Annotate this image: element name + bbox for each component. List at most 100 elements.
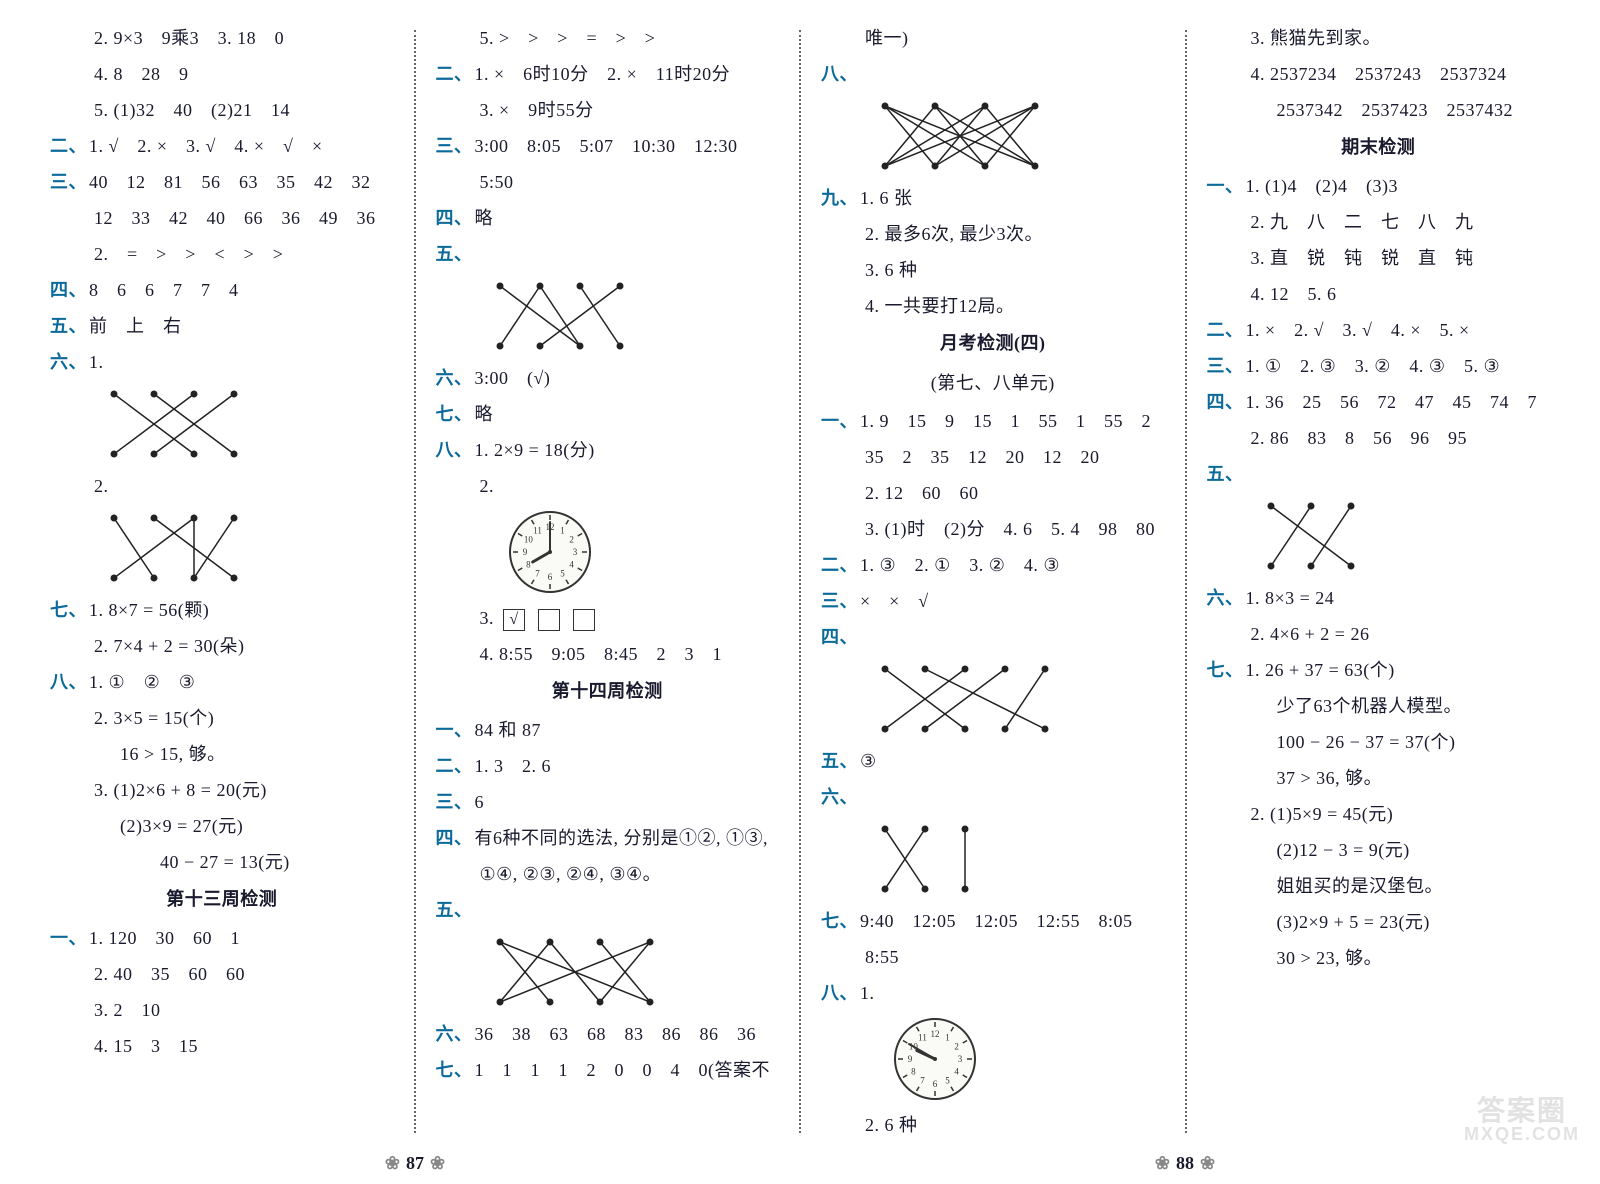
matching-diagram — [865, 659, 1065, 739]
text-line: 5. > > > = > > — [436, 20, 780, 56]
section-number: 三、 — [50, 172, 87, 192]
section-number: 九、 — [821, 188, 858, 208]
text-line: 4. 一共要打12局。 — [821, 288, 1165, 324]
page-number-value: 88 — [1176, 1153, 1194, 1174]
text-line: 九、1. 6 张 — [821, 180, 1165, 216]
text-line: 3. (1)时 (2)分 4. 6 5. 4 98 80 — [821, 511, 1165, 547]
text-line: 8:55 — [821, 939, 1165, 975]
text-line: 2. (1)5×9 = 45(元) — [1207, 796, 1551, 832]
matching-diagram — [865, 819, 985, 899]
text: 1 1 1 1 2 0 0 4 0(答案不 — [475, 1060, 771, 1080]
text: 1. ① 2. ③ 3. ② 4. ③ 5. ③ — [1246, 356, 1501, 376]
text-line: 三、1. ① 2. ③ 3. ② 4. ③ 5. ③ — [1207, 348, 1551, 384]
text-line: 少了63个机器人模型。 — [1207, 688, 1551, 724]
text-line: 八、1. 2×9 = 18(分) — [436, 432, 780, 468]
text-line: 2. 3×5 = 15(个) — [50, 700, 394, 736]
text: 1. 8×3 = 24 — [1246, 588, 1335, 608]
section-number: 八、 — [821, 983, 858, 1003]
matching-diagram — [480, 932, 670, 1012]
section-number: 四、 — [436, 208, 473, 228]
section-subtitle: (第七、八单元) — [821, 364, 1165, 404]
section-number: 五、 — [1207, 464, 1244, 484]
text-line: 七、略 — [436, 396, 780, 432]
text-line: 2. 九 八 二 七 八 九 — [1207, 204, 1551, 240]
section-number: 四、 — [1207, 392, 1244, 412]
section-number: 三、 — [1207, 356, 1244, 376]
text-line: 3. 直 锐 钝 锐 直 钝 — [1207, 240, 1551, 276]
section-number: 六、 — [1207, 588, 1244, 608]
text-line: 八、1. — [821, 975, 1165, 1011]
section-number: 四、 — [50, 280, 87, 300]
text-line: 4. 12 5. 6 — [1207, 276, 1551, 312]
section-number: 四、 — [821, 627, 858, 647]
text-line: 5. (1)32 40 (2)21 14 — [50, 92, 394, 128]
svg-text:7: 7 — [535, 569, 540, 579]
text-line: 一、1. 9 15 9 15 1 55 1 55 2 — [821, 403, 1165, 439]
text-line: 3. 熊猫先到家。 — [1207, 20, 1551, 56]
text: 84 和 87 — [475, 720, 542, 740]
text: × × √ — [860, 591, 929, 611]
svg-text:11: 11 — [918, 1033, 927, 1043]
text-line: 2. — [436, 468, 780, 504]
svg-text:1: 1 — [560, 525, 565, 535]
text-line: (2)3×9 = 27(元) — [50, 808, 394, 844]
text: 1. × 6时10分 2. × 11时20分 — [475, 64, 731, 84]
text: 3:00 (√) — [475, 368, 551, 388]
text-line: 4. 2537234 2537243 2537324 — [1207, 56, 1551, 92]
section-number: 三、 — [436, 136, 473, 156]
text-line: 七、9:40 12:05 12:05 12:55 8:05 — [821, 903, 1165, 939]
text-line: 2. 12 60 60 — [821, 475, 1165, 511]
text-line: 三、6 — [436, 784, 780, 820]
text: 40 12 81 56 63 35 42 32 — [89, 172, 371, 192]
text: 1. — [89, 352, 104, 372]
column-2: 5. > > > = > > 二、1. × 6时10分 2. × 11时20分 … — [416, 20, 800, 1143]
section-number: 二、 — [821, 555, 858, 575]
text-line: 五、 — [436, 892, 780, 928]
section-number: 三、 — [436, 792, 473, 812]
text-line: 四、1. 36 25 56 72 47 45 74 7 — [1207, 384, 1551, 420]
checkbox-empty-icon — [573, 609, 595, 631]
section-number: 七、 — [436, 404, 473, 424]
page-footer: ❀ 87 ❀ ❀ 88 ❀ — [0, 1153, 1600, 1184]
svg-text:4: 4 — [569, 560, 574, 570]
svg-text:9: 9 — [522, 547, 527, 557]
column-3: 唯一) 八、 九、1. 6 张 2. 最多6次, 最少3次。 3. 6 种 4.… — [801, 20, 1185, 1143]
text: 6 — [475, 792, 485, 812]
section-number: 四、 — [436, 828, 473, 848]
section-number: 一、 — [436, 720, 473, 740]
watermark: 答案圈 MXQE.COM — [1464, 1097, 1580, 1143]
clock-face-icon: 121234567891011 — [506, 508, 594, 596]
text-line: 2. 最多6次, 最少3次。 — [821, 216, 1165, 252]
section-title: 期末检测 — [1207, 128, 1551, 168]
checkbox-checked-icon: √ — [503, 609, 525, 631]
text-line: 六、1. — [50, 344, 394, 380]
text: 1. √ 2. × 3. √ 4. × √ × — [89, 136, 323, 156]
text-line: 12 33 42 40 66 36 49 36 — [50, 200, 394, 236]
text-line: 五、前 上 右 — [50, 308, 394, 344]
page-number-value: 87 — [406, 1153, 424, 1174]
text: 略 — [475, 208, 494, 228]
text-line: 40 − 27 = 13(元) — [50, 844, 394, 880]
svg-text:12: 12 — [931, 1029, 940, 1039]
section-number: 二、 — [50, 136, 87, 156]
text-line: (3)2×9 + 5 = 23(元) — [1207, 904, 1551, 940]
svg-text:6: 6 — [933, 1079, 938, 1089]
section-number: 二、 — [1207, 320, 1244, 340]
text: 36 38 63 68 83 86 86 36 — [475, 1024, 757, 1044]
deco-icon: ❀ — [430, 1153, 445, 1174]
text-line: 37 > 36, 够。 — [1207, 760, 1551, 796]
svg-text:11: 11 — [533, 525, 542, 535]
section-number: 六、 — [821, 787, 858, 807]
svg-text:6: 6 — [547, 572, 552, 582]
column-1: 2. 9×3 9乘3 3. 18 0 4. 8 28 9 5. (1)32 40… — [30, 20, 414, 1143]
section-number: 一、 — [821, 411, 858, 431]
text: 1. 120 30 60 1 — [89, 928, 240, 948]
matching-diagram — [94, 384, 254, 464]
text-line: 2537342 2537423 2537432 — [1207, 92, 1551, 128]
text-line: 100 − 26 − 37 = 37(个) — [1207, 724, 1551, 760]
text: 1. 3 2. 6 — [475, 756, 552, 776]
svg-text:3: 3 — [958, 1054, 963, 1064]
text: 1. 8×7 = 56(颗) — [89, 600, 209, 620]
text-line: 七、1. 8×7 = 56(颗) — [50, 592, 394, 628]
section-number: 二、 — [436, 756, 473, 776]
